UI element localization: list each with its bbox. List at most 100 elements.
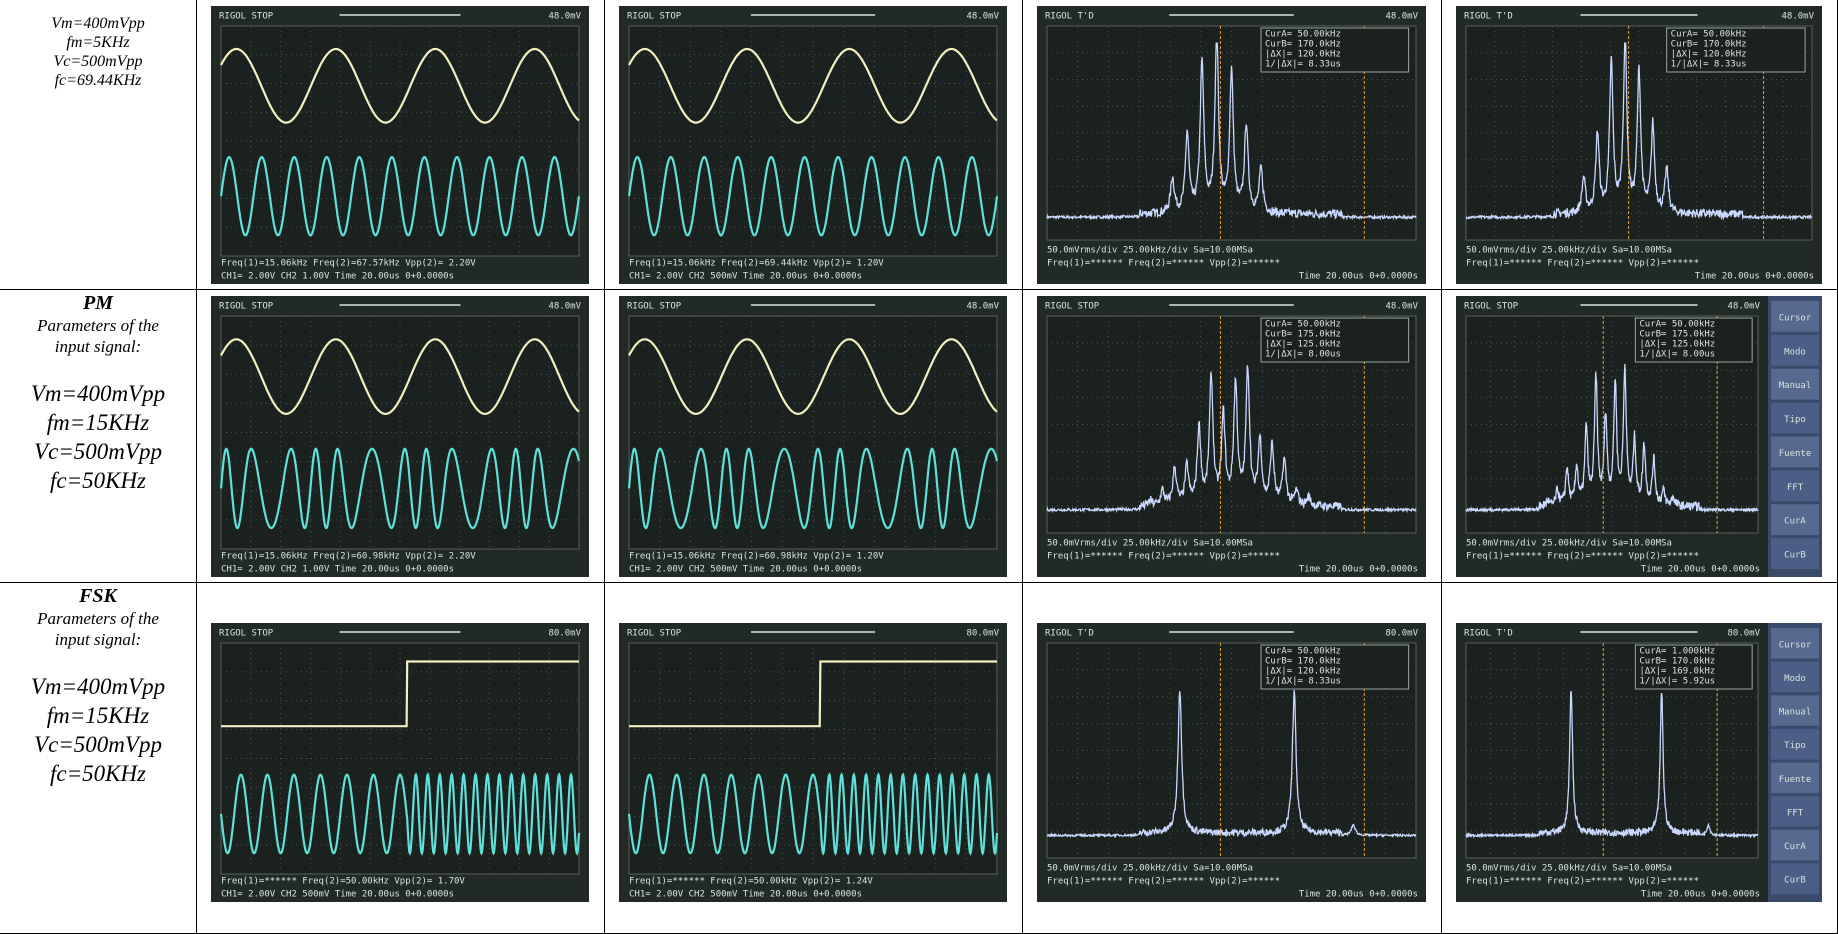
row-label: FSKParameters of theinput signal:Vm=400m… xyxy=(0,583,197,934)
trigger-level: 80.0mV xyxy=(966,629,999,639)
scope-footer: Freq(1)=****** Freq(2)=****** Vpp(2)=***… xyxy=(1047,259,1280,269)
scope-footer: Time 20.00us 0+0.0000s xyxy=(1641,565,1760,575)
scope-footer: CH1= 2.00V CH2 500mV Time 20.00us 0+0.00… xyxy=(629,890,862,900)
cursor-readout: CurB= 170.0kHz xyxy=(1265,40,1341,50)
cursor-readout: 1/|ΔX|= 8.33us xyxy=(1265,60,1341,70)
cell: RIGOL T'D80.0mVCurA= 1.000kHzCurB= 170.0… xyxy=(1442,583,1838,934)
menu-item: Tipo xyxy=(1784,741,1806,751)
row-title: PM xyxy=(83,292,113,315)
parameter: Vm=400mVpp xyxy=(51,14,144,33)
menu-item: CurB xyxy=(1784,551,1806,561)
scope-footer: CH1= 2.00V CH2 500mV Time 20.00us 0+0.00… xyxy=(629,272,862,282)
scope-footer: Freq(1)=****** Freq(2)=****** Vpp(2)=***… xyxy=(1047,877,1280,887)
scope-screen: RIGOL T'D 48.0mV CurA= 50.00kHzCurB= 170.0… xyxy=(1023,0,1441,289)
menu-item: Fuente xyxy=(1779,775,1812,785)
scope-footer: Freq(1)=15.06kHz Freq(2)=60.98kHz Vpp(2)… xyxy=(629,552,884,562)
row-subtitle: input signal: xyxy=(55,336,141,357)
scope-footer: 50.0mVrms/div 25.00kHz/div Sa=10.00MSa xyxy=(1466,864,1672,874)
parameter: Vc=500mVpp xyxy=(34,437,162,466)
screen: RIGOL T'D80.0mVCurA= 1.000kHzCurB= 170.0… xyxy=(1456,623,1822,902)
cell: RIGOL STOP 48.0mV Freq(1)=15.06kHz Freq(2)… xyxy=(605,290,1023,583)
menu-item: Cursor xyxy=(1779,640,1812,650)
cursor-readout: CurA= 50.00kHz xyxy=(1265,320,1341,330)
scope-footer: Time 20.00us 0+0.0000s xyxy=(1299,890,1418,900)
scope-footer: CH1= 2.00V CH2 1.00V Time 20.00us 0+0.00… xyxy=(221,272,454,282)
scope-header: RIGOL T'D xyxy=(1464,12,1513,22)
cursor-readout: |ΔX|= 169.0kHz xyxy=(1639,667,1715,677)
cursor-readout: |ΔX|= 125.0kHz xyxy=(1639,340,1715,350)
scope-header: RIGOL STOP xyxy=(627,302,682,312)
scope-footer: Time 20.00us 0+0.0000s xyxy=(1299,565,1418,575)
menu-item: CurB xyxy=(1784,876,1806,886)
scope-header: RIGOL T'D xyxy=(1045,12,1094,22)
row-subtitle: Parameters of the xyxy=(37,608,159,629)
scope-header: RIGOL T'D xyxy=(1045,629,1094,639)
parameter: Vm=400mVpp xyxy=(31,379,165,408)
scope-footer: CH1= 2.00V CH2 500mV Time 20.00us 0+0.00… xyxy=(629,565,862,575)
parameter: fm=5KHz xyxy=(66,33,129,52)
screen: RIGOL STOP 48.0mV Freq(1)=15.06kHz Freq(2)… xyxy=(619,296,1007,577)
parameter: Vm=400mVpp xyxy=(31,672,165,701)
screen: RIGOL STOP48.0mVCurA= 50.00kHzCurB= 175.… xyxy=(1456,296,1822,577)
scope-header: RIGOL STOP xyxy=(1045,302,1100,312)
scope-footer: 50.0mVrms/div 25.00kHz/div Sa=10.00MSa xyxy=(1047,539,1253,549)
scope-footer: Freq(1)=****** Freq(2)=****** Vpp(2)=***… xyxy=(1466,259,1699,269)
scope-footer: Freq(1)=****** Freq(2)=****** Vpp(2)=***… xyxy=(1466,877,1699,887)
scope-footer: Freq(1)=15.06kHz Freq(2)=67.57kHz Vpp(2)… xyxy=(221,259,476,269)
cursor-readout: CurB= 175.0kHz xyxy=(1639,330,1715,340)
cursor-readout: CurA= 1.000kHz xyxy=(1639,647,1715,657)
scope-header: RIGOL STOP xyxy=(219,629,274,639)
cell: RIGOL STOP48.0mVFreq(1)=15.06kHz Freq(2)… xyxy=(605,0,1023,290)
trigger-level: 48.0mV xyxy=(548,302,581,312)
menu-item: CurA xyxy=(1784,517,1806,527)
cursor-readout: CurB= 170.0kHz xyxy=(1639,657,1715,667)
scope-footer: Freq(1)=****** Freq(2)=****** Vpp(2)=***… xyxy=(1047,552,1280,562)
screen: RIGOL T'D48.0mVCurA= 50.00kHzCurB= 170.0… xyxy=(1456,6,1822,284)
menu-item: Modo xyxy=(1784,347,1806,357)
scope-footer: Freq(1)=****** Freq(2)=50.00kHz Vpp(2)= … xyxy=(629,877,873,887)
cursor-readout: CurB= 170.0kHz xyxy=(1265,657,1341,667)
scope-footer: Freq(1)=15.06kHz Freq(2)=60.98kHz Vpp(2)… xyxy=(221,552,476,562)
cursor-readout: CurA= 50.00kHz xyxy=(1265,647,1341,657)
trigger-level: 48.0mV xyxy=(1727,302,1760,312)
menu-item: FFT xyxy=(1787,483,1804,493)
menu-item: Tipo xyxy=(1784,415,1806,425)
trigger-level: 48.0mV xyxy=(1385,12,1418,22)
scope-footer: Time 20.00us 0+0.0000s xyxy=(1641,890,1760,900)
scope-footer: Time 20.00us 0+0.0000s xyxy=(1299,272,1418,282)
scope-header: RIGOL STOP xyxy=(1464,302,1519,312)
cursor-readout: CurA= 50.00kHz xyxy=(1671,30,1747,40)
trigger-level: 80.0mV xyxy=(548,629,581,639)
scope-header: RIGOL STOP xyxy=(219,12,274,22)
parameter: fm=15KHz xyxy=(47,701,149,730)
scope-screen: RIGOL STOP80.0mVFreq(1)=****** Freq(2)=5… xyxy=(605,583,1022,933)
trigger-level: 48.0mV xyxy=(966,302,999,312)
parameter: Vc=500mVpp xyxy=(54,52,143,71)
scope-footer: CH1= 2.00V CH2 500mV Time 20.00us 0+0.00… xyxy=(221,890,454,900)
menu-item: Modo xyxy=(1784,674,1806,684)
scope-footer: 50.0mVrms/div 25.00kHz/div Sa=10.00MSa xyxy=(1047,246,1253,256)
cursor-readout: CurA= 50.00kHz xyxy=(1265,30,1341,40)
trigger-level: 80.0mV xyxy=(1727,629,1760,639)
scope-header: RIGOL STOP xyxy=(627,12,682,22)
menu-item: FFT xyxy=(1787,808,1804,818)
scope-screen: RIGOL STOP48.0mVFreq(1)=15.06kHz Freq(2)… xyxy=(197,290,604,582)
cursor-readout: 1/|ΔX|= 5.92us xyxy=(1639,677,1715,687)
parameter: fc=69.44KHz xyxy=(55,71,142,90)
cursor-readout: CurB= 175.0kHz xyxy=(1265,330,1341,340)
parameter: fc=50KHz xyxy=(50,466,146,495)
